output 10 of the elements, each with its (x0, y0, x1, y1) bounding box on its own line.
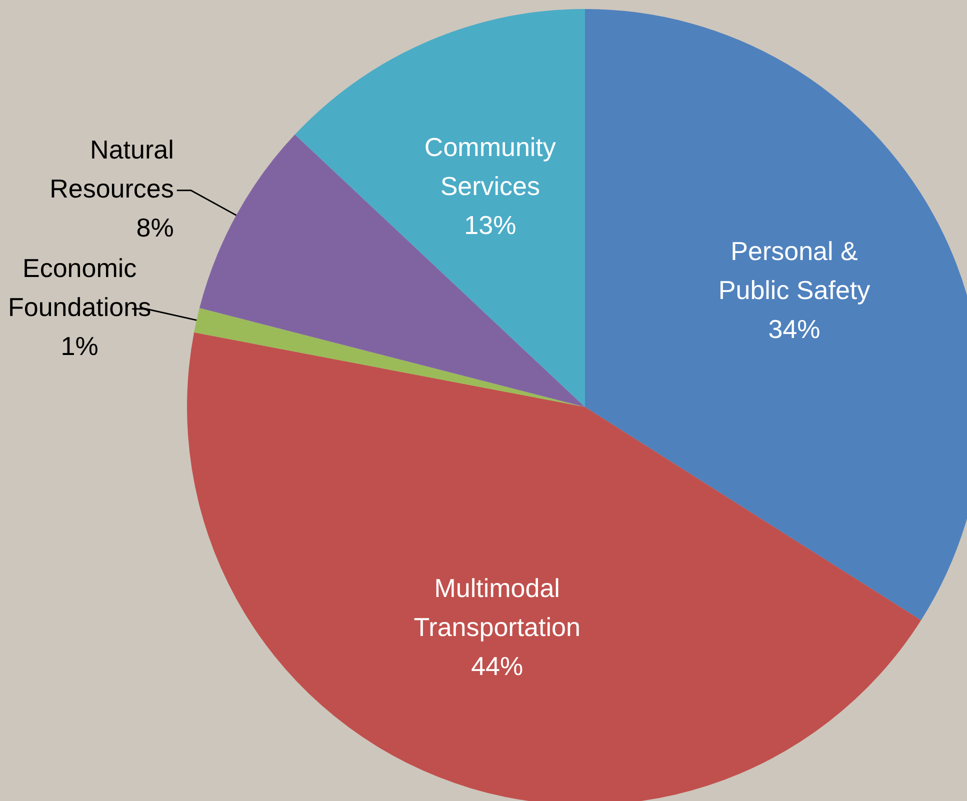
data-label: 44% (471, 651, 524, 682)
slice-label: Natural Resources (50, 134, 174, 204)
slice-label: Community Services (424, 132, 556, 202)
slice-label: Multimodal Transportation (414, 573, 580, 642)
slice-label: Economic Foundations (8, 253, 152, 322)
data-label: 13% (464, 210, 516, 240)
data-label: 1% (60, 331, 98, 362)
data-label: 34% (768, 314, 820, 344)
data-label: 8% (136, 212, 174, 243)
slice-label: Personal & Public Safety (718, 236, 870, 306)
